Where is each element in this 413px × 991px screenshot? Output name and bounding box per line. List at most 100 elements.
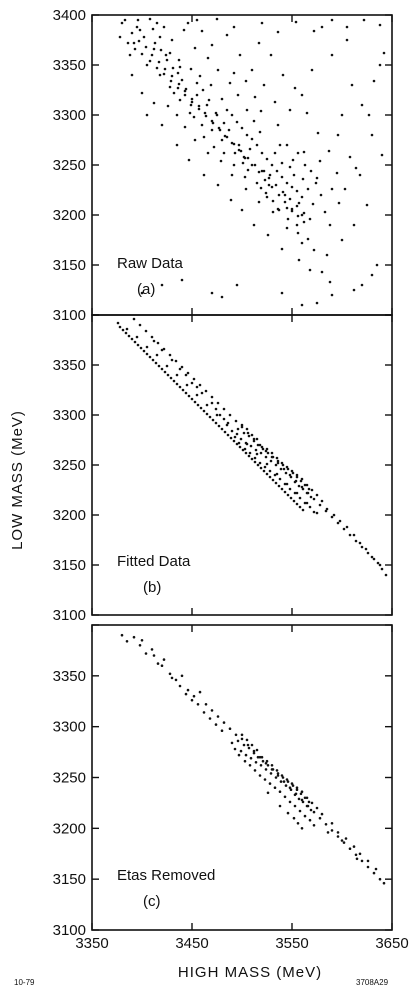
panel-a-point [126,41,130,45]
panel-a-point [302,220,306,224]
panel-b-point [370,555,374,559]
panel-c-point [293,804,297,808]
panel-a-point [195,18,199,22]
panel-b-point [332,513,336,517]
panel-a-point [220,138,224,142]
panel-b-point [325,507,329,511]
panel-a-point [297,201,301,205]
panel-a-point [280,175,284,179]
panel-a-point [283,200,287,204]
panel-a-point [265,157,269,161]
panel-a-point [350,83,354,87]
panel-b-point [136,343,140,347]
panel-a-point [239,149,243,153]
panel-a-point [276,123,280,127]
panel-a-point [150,53,154,57]
panel-a-point [260,151,264,155]
panel-c-point [289,788,293,791]
panel-a-point [319,193,323,197]
panel-b-point [162,347,166,351]
panel-b-point [372,557,376,561]
panel-c-point [307,800,311,804]
panel-a-point [118,35,122,39]
panel-b-point [244,451,248,455]
panel-b-point [204,389,208,393]
panel-a-point [175,113,179,117]
panel-b-point [376,561,380,565]
panel-a-point [162,72,166,76]
panel-a-point [180,278,184,282]
panel-a-point [219,159,223,163]
panel-b-point [156,341,160,345]
panel-a-point [328,280,332,284]
panel-b-point [286,493,290,497]
panel-a-point [188,111,192,115]
panel-b-point [245,427,249,431]
panel-a-point [182,28,186,32]
panel-b-point [252,437,256,441]
panel-a-point [160,123,164,127]
panel-b-point [348,533,352,537]
panel-c-point [360,859,364,863]
panel-a-point [269,53,273,57]
panel-a-point [370,133,374,137]
panel-c-xtick-label: 3450 [175,935,208,952]
panel-a-point [382,51,386,55]
panel-b-label: (b) [143,579,161,596]
panel-a-point [257,41,261,45]
panel-c-point [358,852,362,856]
panel-b-frame [91,314,393,616]
panel-a-point [230,173,234,177]
panel-a-point [155,66,159,70]
panel-b-point [308,505,312,509]
panel-b-point [336,521,340,525]
panel-a-point [210,43,214,47]
panel-a-point [285,226,289,230]
panel-b-point [175,382,179,386]
panel-b-point [222,417,226,421]
panel-b-point [248,451,252,455]
panel-b-point [250,433,254,437]
panel-b-point [301,508,305,512]
panel-a-point [259,109,263,113]
panel-a-point [275,169,279,173]
panel-a-point [288,108,292,112]
panel-b-point [180,365,184,369]
panel-a-point [276,30,280,34]
panel-a-point [229,198,233,202]
panel-b-point [214,407,218,411]
panel-b-point [280,487,284,491]
panel-c-xtick-label: 3350 [75,935,108,952]
panel-b-point [165,364,169,368]
panel-b-point [247,454,251,458]
panel-a-point [295,204,299,208]
panel-b-point [264,449,268,453]
panel-a-point [288,165,292,169]
panel-c-point [301,800,305,804]
panel-c-point [300,827,304,830]
panel-c-point [184,692,188,696]
panel-a-point [204,114,208,118]
panel-b-point [190,381,194,385]
panel-b-point [380,567,384,571]
panel-a-point [222,121,226,125]
panel-c-point [186,688,190,692]
panel-c-point [246,743,250,747]
panel-b-point [184,391,188,395]
panel-c-point [247,746,251,750]
panel-b-point [298,496,302,500]
panel-c-point [283,795,287,799]
panel-a-point [260,169,264,173]
panel-b-point [310,488,314,492]
panel-b-point [358,541,362,545]
panel-b-point [265,472,269,476]
panel-b-point [273,473,277,477]
panel-a-point [360,103,364,107]
panel-c-point [270,764,274,767]
panel-a-point [148,17,152,21]
panel-a-point [159,48,163,52]
panel-b-point [229,436,233,440]
panel-a-point [253,95,257,99]
panel-c-point [120,633,124,637]
panel-b-point [290,469,294,473]
